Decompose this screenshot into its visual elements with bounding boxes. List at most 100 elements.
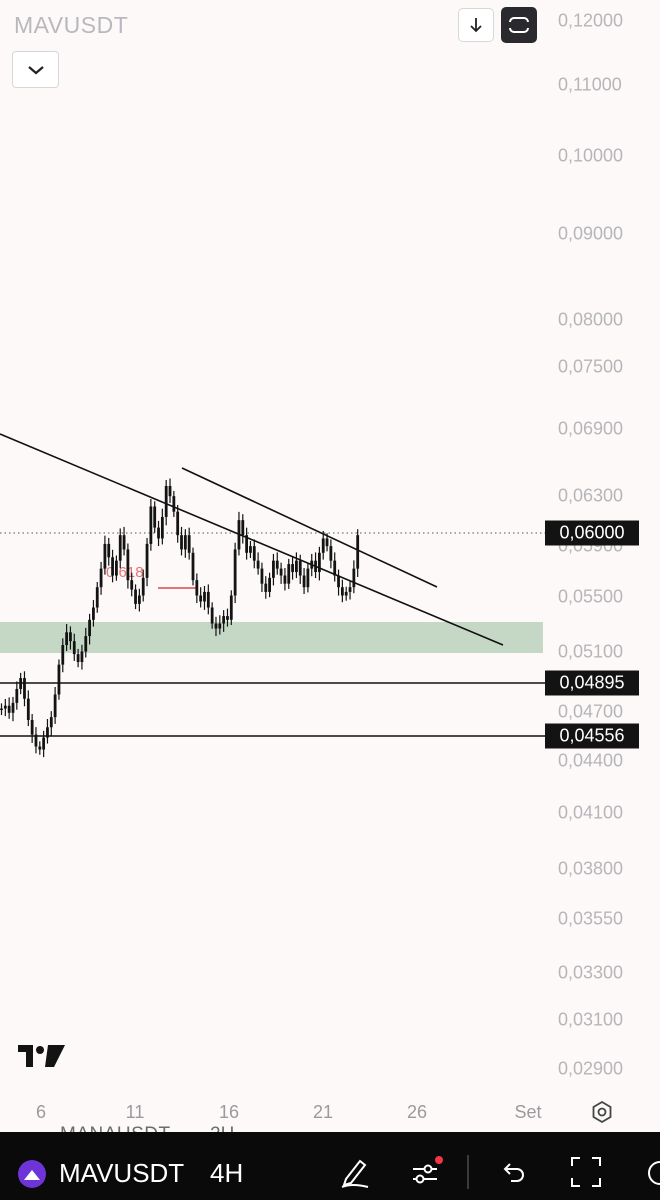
price-axis-label: 0,10000 xyxy=(558,145,624,166)
candle-body xyxy=(206,591,210,608)
candle-body xyxy=(145,543,149,578)
candle-body xyxy=(302,575,306,588)
price-axis-label: 0,03800 xyxy=(558,858,624,879)
candle-body xyxy=(291,564,294,573)
candle-body xyxy=(11,702,15,713)
more-icon[interactable] xyxy=(648,1158,660,1188)
chevron-down-icon xyxy=(27,65,44,74)
chart-fit-button[interactable] xyxy=(501,7,537,43)
price-axis-label: 0,12000 xyxy=(558,10,624,31)
price-axis-label: 0,03550 xyxy=(558,908,624,929)
candle-body xyxy=(329,546,333,561)
toolbar-divider xyxy=(467,1155,469,1189)
candle-body xyxy=(314,560,317,573)
current-price-tag: 0,06000 xyxy=(545,520,639,546)
date-axis-label: 21 xyxy=(312,1102,334,1122)
candle-body xyxy=(229,595,233,620)
trendline-lower[interactable] xyxy=(181,467,438,588)
candle-body xyxy=(88,619,91,637)
interval-selector[interactable]: 4H xyxy=(210,1158,244,1188)
candle-body xyxy=(272,560,275,578)
candle-body xyxy=(157,527,160,539)
candle-body xyxy=(46,727,49,738)
candle-body xyxy=(237,520,241,550)
price-axis-label: 0,04700 xyxy=(558,701,624,722)
candle-body xyxy=(252,546,256,561)
candle-body xyxy=(333,560,337,576)
price-axis-label: 0,05500 xyxy=(558,586,624,607)
candle-body xyxy=(15,688,19,703)
date-axis-label: 11 xyxy=(125,1102,145,1122)
collapse-toggle-button[interactable] xyxy=(12,51,59,88)
candle-body xyxy=(187,535,191,553)
indicators-button[interactable] xyxy=(405,1150,445,1194)
price-axis-label: 0,06300 xyxy=(558,485,624,506)
price-axis-label: 0,08000 xyxy=(558,309,624,330)
candle-body xyxy=(340,587,344,596)
gear-icon[interactable] xyxy=(590,1100,614,1129)
price-axis-label: 0,11000 xyxy=(558,74,622,95)
candle-body xyxy=(356,535,360,569)
arrow-down-icon xyxy=(470,18,482,33)
expand-icon xyxy=(571,1157,601,1187)
candle-body xyxy=(99,568,103,588)
candle-body xyxy=(295,560,298,573)
candle-body xyxy=(176,511,180,536)
candle-body xyxy=(321,538,325,553)
level-price-tag: 0,04556 xyxy=(545,723,639,749)
candle-body xyxy=(199,595,203,602)
candle-body xyxy=(283,575,287,584)
candle-body xyxy=(275,560,279,569)
candle-body xyxy=(26,698,30,720)
candle-body xyxy=(149,506,153,544)
candle-body xyxy=(126,549,130,581)
symbol-title[interactable]: MAVUSDT xyxy=(14,12,129,38)
asset-logo-icon xyxy=(18,1160,46,1188)
date-axis-label: 6 xyxy=(35,1102,47,1122)
tradingview-logo-icon[interactable] xyxy=(18,1043,66,1074)
candle-body xyxy=(298,560,302,576)
candle-body xyxy=(222,616,226,624)
screen-frame-icon xyxy=(508,17,530,33)
candle-body xyxy=(195,580,199,596)
undo-button[interactable] xyxy=(492,1150,532,1194)
trendline-upper[interactable] xyxy=(0,433,504,646)
candle-body xyxy=(337,575,340,588)
candle-body xyxy=(141,577,145,596)
candle-body xyxy=(160,516,164,539)
chart-canvas[interactable]: 0,618 xyxy=(0,0,660,1132)
price-axis-label: 0,03300 xyxy=(558,962,624,983)
price-axis-label: 0,09000 xyxy=(558,223,624,244)
candle-body xyxy=(57,664,61,695)
candle-body xyxy=(191,552,195,581)
scroll-to-latest-button[interactable] xyxy=(458,8,494,42)
candle-body xyxy=(241,520,245,536)
undo-icon xyxy=(503,1163,524,1182)
candle-body xyxy=(264,583,268,592)
price-axis-label: 0,02900 xyxy=(558,1058,624,1079)
candle-body xyxy=(180,535,183,550)
candle-body xyxy=(268,577,271,592)
candle-body xyxy=(34,734,38,747)
price-axis-label: 0,04100 xyxy=(558,802,624,823)
candle-body xyxy=(3,705,7,709)
candle-body xyxy=(203,591,206,602)
candlestick-series xyxy=(0,478,360,758)
candle-body xyxy=(130,580,134,590)
candle-body xyxy=(61,645,65,665)
date-axis-label: 26 xyxy=(406,1102,428,1122)
candle-body xyxy=(256,560,260,569)
drawing-tools-button[interactable] xyxy=(335,1150,375,1194)
candle-body xyxy=(153,506,157,528)
candle-body xyxy=(134,589,137,604)
candle-body xyxy=(164,485,168,517)
symbol-selector[interactable]: MAVUSDT xyxy=(59,1158,185,1188)
candle-body xyxy=(0,708,3,711)
candle-body xyxy=(287,564,291,584)
candle-body xyxy=(218,623,222,629)
candle-body xyxy=(30,719,34,735)
candle-body xyxy=(23,678,26,699)
fullscreen-button[interactable] xyxy=(566,1150,606,1194)
pen-icon xyxy=(341,1159,369,1188)
date-axis-label: 16 xyxy=(218,1102,240,1122)
